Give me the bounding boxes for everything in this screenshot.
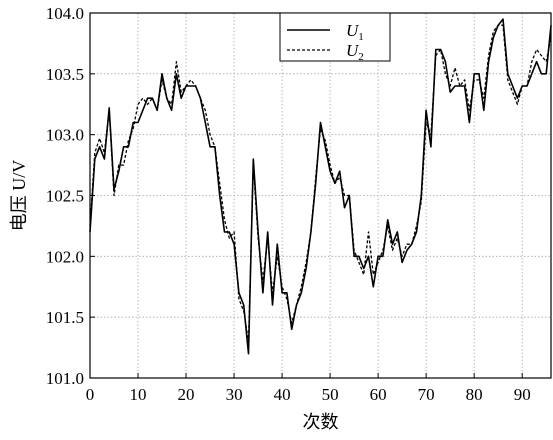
x-tick-label: 40 <box>274 385 291 404</box>
plot-frame <box>89 12 552 379</box>
grid-lines <box>90 13 551 378</box>
legend-label-1: U1 <box>346 21 364 43</box>
y-tick-label: 104.0 <box>46 4 84 23</box>
legend-box <box>279 12 391 62</box>
x-tick-label: 80 <box>466 385 483 404</box>
x-tick-label: 10 <box>130 385 147 404</box>
x-tick-label: 70 <box>418 385 435 404</box>
x-tick-label: 0 <box>86 385 95 404</box>
y-tick-label: 102.5 <box>46 187 84 206</box>
y-tick-label: 101.5 <box>46 308 84 327</box>
x-tick-label: 90 <box>514 385 531 404</box>
x-tick-label: 50 <box>322 385 339 404</box>
y-tick-label: 103.5 <box>46 65 84 84</box>
legend-label-2: U2 <box>346 41 364 63</box>
series-line-1 <box>89 18 552 355</box>
series-lines <box>89 18 552 355</box>
y-tick-label: 102.0 <box>46 247 84 266</box>
series-line-2 <box>89 24 552 343</box>
y-tick-label: 101.0 <box>46 369 84 388</box>
x-tick-label: 30 <box>226 385 243 404</box>
x-tick-label: 60 <box>370 385 387 404</box>
x-axis-label: 次数 <box>303 412 339 432</box>
y-tick-label: 103.0 <box>46 126 84 145</box>
x-tick-label: 20 <box>178 385 195 404</box>
axis-ticks: 0 10 20 30 40 50 60 70 80 90 101.0 101.5 102.0 102.5 1… <box>46 4 531 404</box>
y-axis-label: 电压 U/V <box>9 160 29 232</box>
